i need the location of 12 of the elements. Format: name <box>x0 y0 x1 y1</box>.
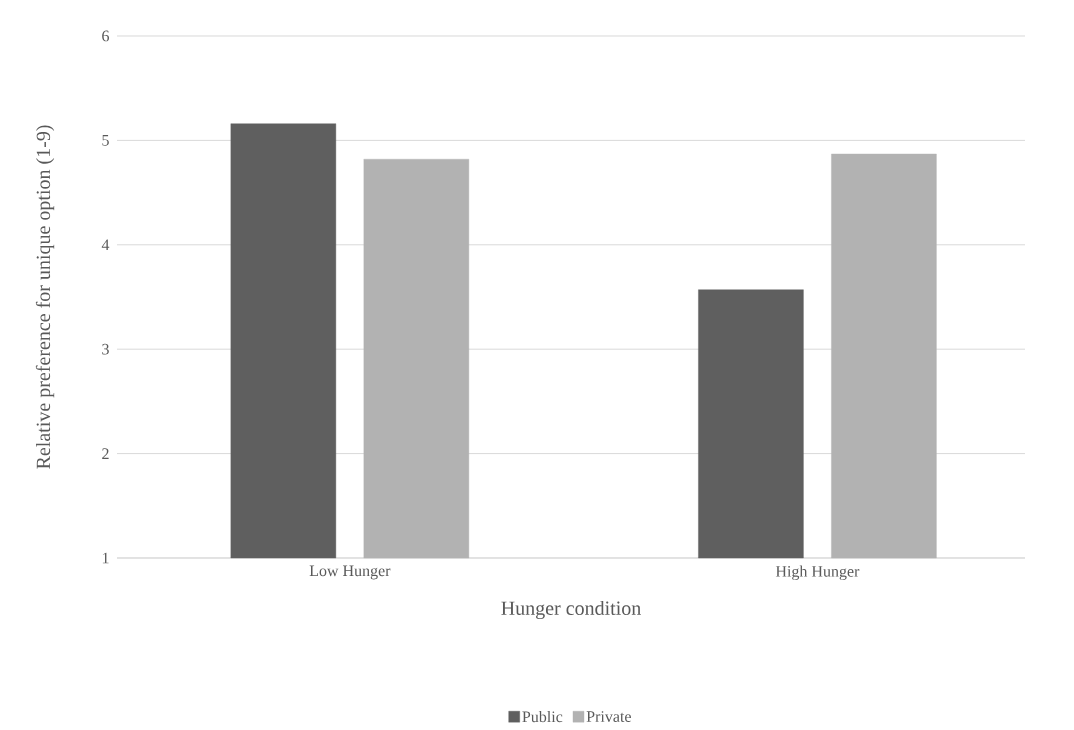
y-tick-label: 5 <box>102 135 109 146</box>
y-axis-title: Relative preference for unique option (1-9) <box>35 125 55 469</box>
y-tick-label: 6 <box>102 30 110 42</box>
y-tick-label: 1 <box>102 552 109 564</box>
x-axis-title: Hunger condition <box>501 600 641 620</box>
y-tick-label: 4 <box>101 239 110 251</box>
x-tick-label: Low Hunger <box>309 565 391 580</box>
legend-label: Private <box>586 711 631 722</box>
x-tick-label: High Hunger <box>775 565 860 581</box>
y-tick-label: 3 <box>102 343 109 355</box>
y-tick-label: 2 <box>102 448 109 459</box>
legend-label: Public <box>522 710 563 723</box>
